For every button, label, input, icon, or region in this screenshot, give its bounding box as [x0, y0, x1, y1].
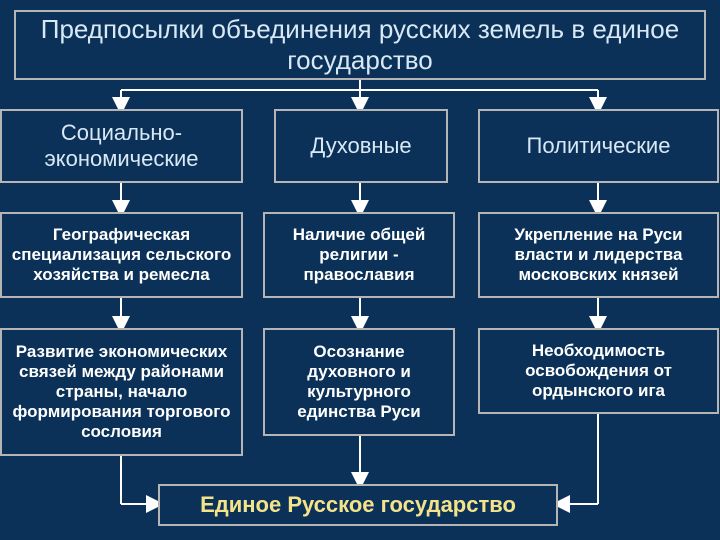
item-text: Географическая специализация сельского х… [10, 225, 233, 285]
item-text: Осознание духовного и культурного единст… [273, 342, 445, 422]
item-r2c3: Необходимость освобождения от ордынского… [478, 328, 719, 414]
item-r1c3: Укрепление на Руси власти и лидерства мо… [478, 212, 719, 298]
item-text: Укрепление на Руси власти и лидерства мо… [488, 225, 709, 285]
category-socioeconomic: Социально-экономические [0, 109, 243, 183]
item-r2c1: Развитие экономических связей между райо… [0, 328, 243, 456]
category-spiritual: Духовные [274, 109, 448, 183]
item-text: Наличие общей религии - православия [273, 225, 445, 285]
category-label: Политические [527, 133, 671, 159]
result-box: Единое Русское государство [158, 484, 558, 526]
item-text: Развитие экономических связей между райо… [10, 342, 233, 442]
category-political: Политические [478, 109, 719, 183]
title-text: Предпосылки объединения русских земель в… [24, 14, 696, 76]
item-r1c2: Наличие общей религии - православия [263, 212, 455, 298]
item-r1c1: Географическая специализация сельского х… [0, 212, 243, 298]
title-box: Предпосылки объединения русских земель в… [14, 10, 706, 80]
item-text: Необходимость освобождения от ордынского… [488, 341, 709, 401]
item-r2c2: Осознание духовного и культурного единст… [263, 328, 455, 436]
category-label: Духовные [310, 133, 411, 159]
category-label: Социально-экономические [10, 120, 233, 172]
result-text: Единое Русское государство [200, 492, 516, 518]
